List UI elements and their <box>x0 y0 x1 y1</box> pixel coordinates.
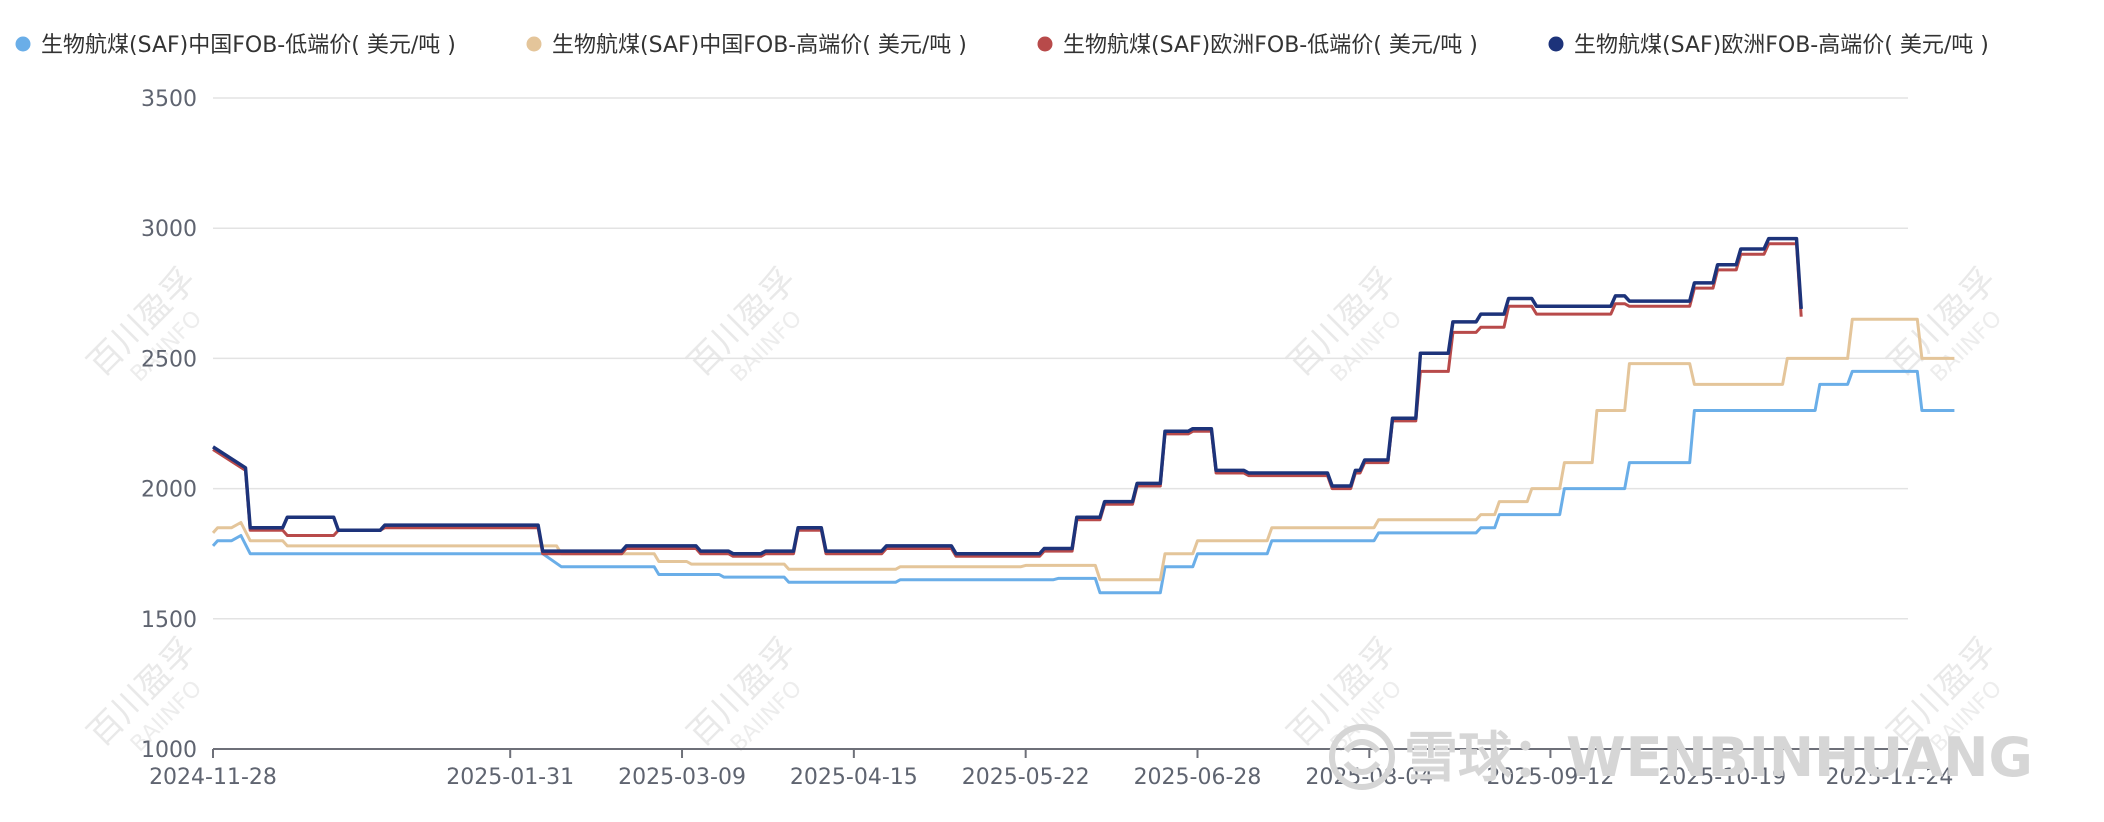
legend-label: 生物航煤(SAF)欧洲FOB-高端价( 美元/吨 ) <box>1574 33 1989 58</box>
snowball-logo-icon <box>1329 724 1395 790</box>
legend-marker-icon <box>1037 36 1053 52</box>
y-gridlines <box>213 97 1908 620</box>
x-tick-label: 2024-11-28 <box>149 765 277 790</box>
legend-marker-icon <box>526 36 542 52</box>
snowball-logo-swirl <box>1343 739 1381 775</box>
series-line-3[interactable] <box>212 242 1803 558</box>
x-tick-label: 2025-05-22 <box>962 765 1090 790</box>
y-tick-label: 2000 <box>141 478 197 503</box>
x-tick-label: 2025-04-15 <box>790 765 918 790</box>
x-tick-label: 2025-01-31 <box>446 765 574 790</box>
chart-legend[interactable]: 生物航煤(SAF)中国FOB-低端价( 美元/吨 ) 生物航煤(SAF)中国FOB… <box>15 33 1989 58</box>
x-tick-label: 2025-10-19 <box>1658 765 1786 790</box>
x-tick-label: 2025-06-28 <box>1134 765 1262 790</box>
legend-marker-icon <box>1548 36 1564 52</box>
y-tick-label: 3000 <box>141 217 197 242</box>
y-tick-label: 2500 <box>141 347 197 372</box>
legend-item-1[interactable]: 生物航煤(SAF)中国FOB-低端价( 美元/吨 ) <box>15 33 456 58</box>
legend-label: 生物航煤(SAF)中国FOB-低端价( 美元/吨 ) <box>41 33 456 58</box>
y-axis: 1000 1500 2000 2500 3000 3500 <box>141 87 197 763</box>
author-watermark: 雪球：WENBINHUANG <box>1329 724 2033 790</box>
legend-marker-icon <box>15 36 31 52</box>
y-tick-label: 1000 <box>141 738 197 763</box>
legend-item-2[interactable]: 生物航煤(SAF)中国FOB-高端价( 美元/吨 ) <box>526 33 967 58</box>
series-line-1[interactable] <box>211 369 1955 595</box>
series-line-4[interactable] <box>212 236 1803 556</box>
y-tick-label: 1500 <box>141 608 197 633</box>
author-watermark-text: 雪球：WENBINHUANG <box>1404 726 2033 789</box>
snowball-logo-ring <box>1329 724 1395 790</box>
x-tick-label: 2025-03-09 <box>618 765 746 790</box>
x-tick-label: 2025-09-12 <box>1486 765 1614 790</box>
x-tick-label: 2025-11-24 <box>1825 765 1953 790</box>
legend-label: 生物航煤(SAF)欧洲FOB-低端价( 美元/吨 ) <box>1063 33 1478 58</box>
legend-label: 生物航煤(SAF)中国FOB-高端价( 美元/吨 ) <box>552 33 967 58</box>
legend-item-3[interactable]: 生物航煤(SAF)欧洲FOB-低端价( 美元/吨 ) <box>1037 33 1478 58</box>
x-axis: 2024-11-28 2025-01-31 2025-03-09 2025-04-15… <box>149 748 1953 790</box>
plot-area[interactable] <box>211 236 1955 595</box>
legend-item-4[interactable]: 生物航煤(SAF)欧洲FOB-高端价( 美元/吨 ) <box>1548 33 1989 58</box>
y-tick-label: 3500 <box>141 87 197 112</box>
